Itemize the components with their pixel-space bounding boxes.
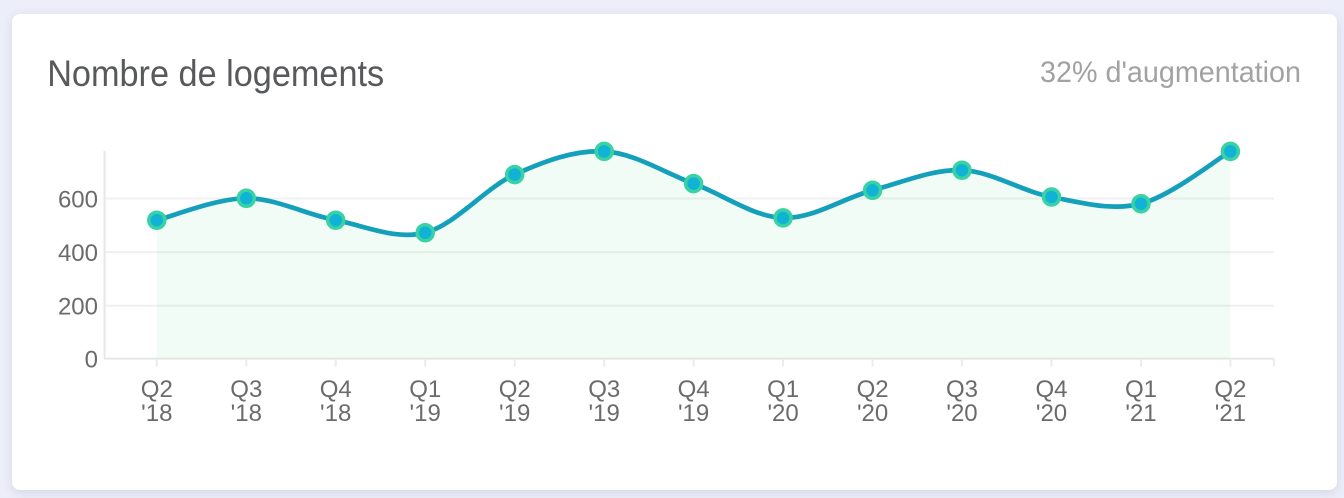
svg-text:Q2: Q2 <box>1214 376 1246 403</box>
svg-text:'18: '18 <box>141 400 172 427</box>
svg-text:'19: '19 <box>499 400 530 427</box>
svg-text:'18: '18 <box>231 400 262 427</box>
svg-text:Q2: Q2 <box>141 376 173 403</box>
svg-text:Q4: Q4 <box>678 376 710 403</box>
svg-text:Q3: Q3 <box>230 376 262 403</box>
svg-text:200: 200 <box>58 294 98 321</box>
svg-text:Q4: Q4 <box>1035 376 1067 403</box>
svg-text:400: 400 <box>58 240 98 267</box>
svg-text:'20: '20 <box>767 400 798 427</box>
svg-text:Q2: Q2 <box>499 376 531 403</box>
svg-text:32% d'augmentation: 32% d'augmentation <box>1040 56 1301 89</box>
svg-text:'20: '20 <box>857 400 888 427</box>
svg-text:Q4: Q4 <box>320 376 352 403</box>
svg-text:'20: '20 <box>1036 400 1067 427</box>
svg-text:Q3: Q3 <box>946 376 978 403</box>
svg-text:Q2: Q2 <box>857 376 889 403</box>
svg-text:Q1: Q1 <box>409 376 441 403</box>
svg-text:'19: '19 <box>589 400 620 427</box>
svg-text:Nombre de logements: Nombre de logements <box>47 53 384 94</box>
svg-text:0: 0 <box>85 346 98 373</box>
svg-text:Q1: Q1 <box>767 376 799 403</box>
svg-text:'20: '20 <box>946 400 977 427</box>
svg-text:'19: '19 <box>678 400 709 427</box>
svg-text:'19: '19 <box>410 400 441 427</box>
svg-text:'18: '18 <box>320 400 351 427</box>
svg-text:600: 600 <box>58 186 98 213</box>
svg-text:'21: '21 <box>1125 400 1156 427</box>
svg-text:'21: '21 <box>1215 400 1246 427</box>
svg-text:Q1: Q1 <box>1125 376 1157 403</box>
svg-text:Q3: Q3 <box>588 376 620 403</box>
